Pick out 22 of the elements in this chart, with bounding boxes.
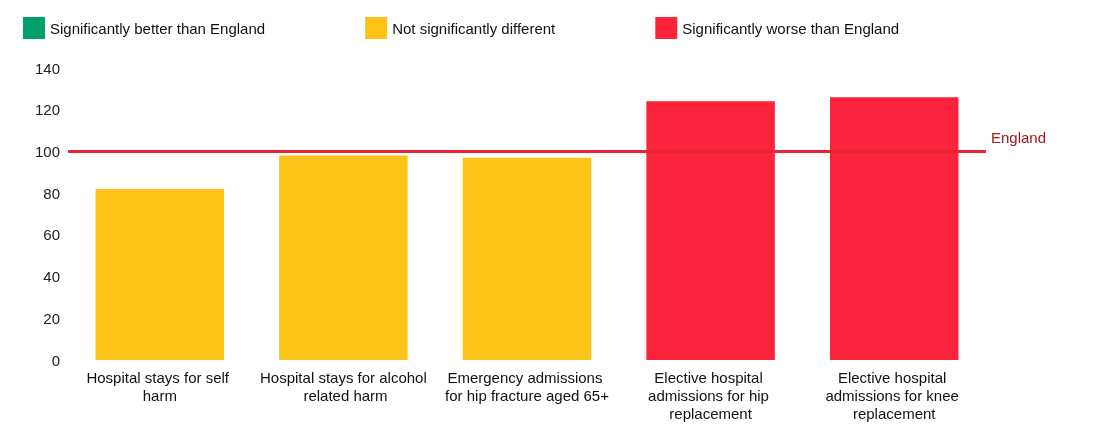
y-tick-label: 0 — [51, 351, 60, 369]
x-tick-label: Elective hospital admissions for knee replacement — [825, 368, 963, 422]
y-tick-label: 120 — [34, 101, 60, 119]
y-tick-label: 100 — [34, 142, 60, 160]
ref-line-label: England — [991, 128, 1047, 146]
x-tick-label: Hospital stays for self harm — [86, 368, 234, 404]
y-tick-label: 20 — [43, 309, 60, 327]
y-tick-label: 140 — [34, 59, 60, 77]
y-tick-label: 60 — [43, 226, 60, 244]
bar — [646, 101, 775, 360]
y-tick-label: 80 — [43, 184, 60, 202]
bar — [829, 97, 959, 360]
legend-label: Significantly worse than England — [682, 19, 900, 37]
x-tick-label: Hospital stays for alcohol related harm — [260, 368, 427, 404]
bar — [95, 188, 225, 360]
legend-label: Not significantly different — [392, 19, 557, 37]
y-tick-label: 40 — [43, 268, 60, 286]
x-tick-label: Emergency admissions for hip fracture aged 65+ — [445, 368, 610, 404]
legend-label: Significantly better than England — [50, 19, 266, 37]
bar — [279, 155, 408, 360]
x-tick-label: Elective hospital admissions for hip replacement — [648, 368, 774, 422]
bar — [462, 157, 592, 360]
